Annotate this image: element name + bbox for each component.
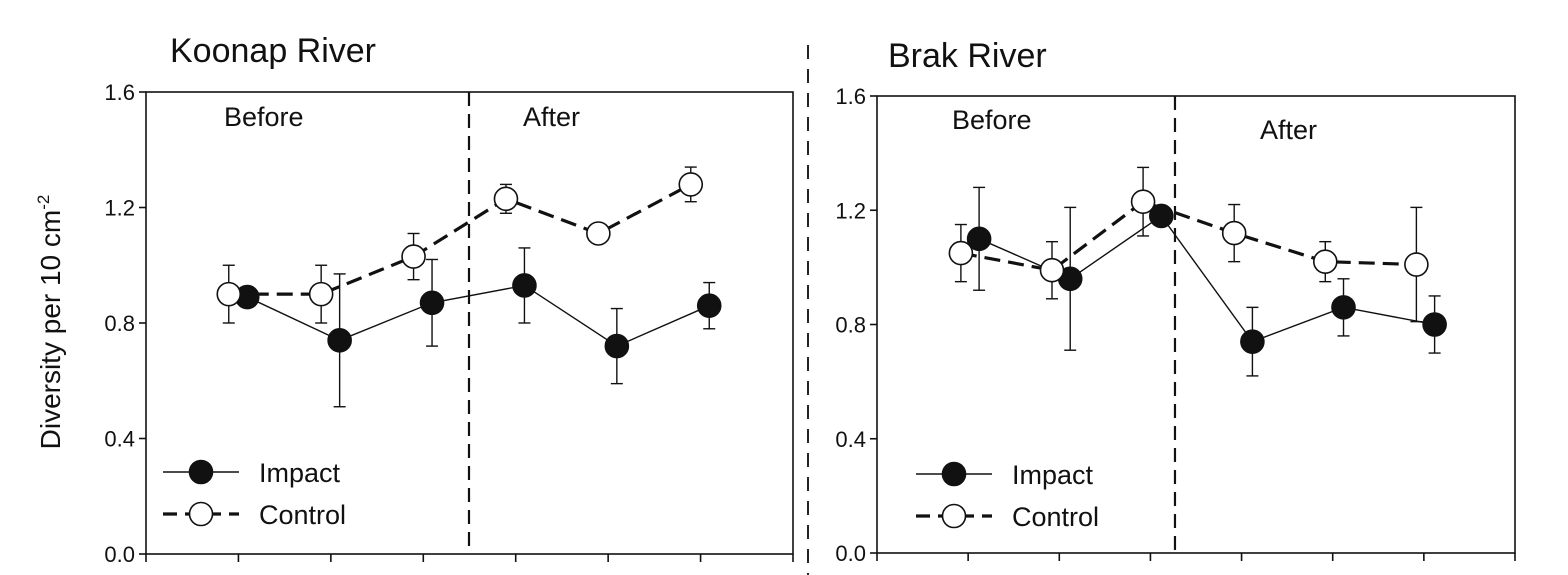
y-tick-label: 0.0 <box>104 542 135 567</box>
legend-label-impact: Impact <box>259 458 341 488</box>
data-point-impact <box>419 290 445 316</box>
y-tick-label: 0.4 <box>104 427 135 452</box>
y-tick-labels: 0.0 0.4 0.8 1.2 1.6 <box>835 84 866 566</box>
legend-marker-control <box>941 503 967 529</box>
data-point-impact <box>1240 329 1265 354</box>
data-point-control <box>308 281 334 307</box>
plot-frame <box>876 95 1516 554</box>
legend: Impact Control <box>163 458 346 530</box>
y-axis-label: Diversity per 10 cm-2 <box>34 195 66 450</box>
chart-title: Koonap River <box>170 32 376 70</box>
panel-brak-river: Brak River 0.0 0.4 0.8 1.2 1.6 Before Af… <box>835 37 1516 566</box>
y-tick-label: 1.2 <box>104 196 135 221</box>
phase-label-after: After <box>1260 115 1317 145</box>
data-point-control <box>678 172 704 197</box>
data-point-control <box>1312 249 1338 274</box>
data-point-control <box>1130 189 1156 214</box>
data-point-control <box>948 240 974 266</box>
phase-label-before: Before <box>952 105 1032 135</box>
data-point-impact <box>512 273 537 298</box>
y-tick-label: 0.0 <box>835 541 866 566</box>
data-point-control <box>216 281 242 307</box>
series-line-control <box>228 182 692 296</box>
data-point-impact <box>604 333 630 359</box>
legend-marker-control <box>188 501 214 527</box>
data-point-control <box>1221 220 1247 246</box>
data-point-impact <box>966 226 992 252</box>
series-line-control <box>960 199 1417 272</box>
legend-label-control: Control <box>259 500 346 530</box>
phase-label-after: After <box>523 102 580 132</box>
series-line-impact <box>246 284 710 347</box>
data-point-impact <box>1331 295 1356 320</box>
data-point-control <box>401 244 426 269</box>
y-tick-label: 0.4 <box>835 427 866 452</box>
data-point-control <box>586 221 611 246</box>
y-tick-label: 1.2 <box>835 198 866 223</box>
phase-label-before: Before <box>224 102 304 132</box>
legend-label-control: Control <box>1012 502 1099 532</box>
y-axis-label-exponent: -2 <box>34 195 53 210</box>
y-tick-label: 0.8 <box>104 311 135 336</box>
legend: Impact Control <box>916 460 1099 532</box>
data-point-control <box>1404 252 1429 277</box>
legend-marker-impact <box>188 459 214 485</box>
data-point-impact <box>696 293 722 318</box>
y-tick-label: 1.6 <box>104 80 135 105</box>
y-tick-labels: 0.0 0.4 0.8 1.2 1.6 <box>104 80 135 567</box>
panel-koonap-river: Koonap River 0.0 0.4 0.8 1.2 1.6 Before … <box>104 32 794 567</box>
data-point-impact <box>327 328 352 353</box>
legend-label-impact: Impact <box>1012 460 1094 490</box>
y-tick-label: 1.6 <box>835 84 866 109</box>
y-axis-label-main: Diversity per 10 cm <box>35 210 66 450</box>
data-point-control <box>493 186 519 212</box>
data-point-impact <box>1422 312 1447 337</box>
series-group <box>216 166 722 408</box>
chart-title: Brak River <box>888 37 1047 75</box>
data-point-impact <box>1149 203 1174 229</box>
data-point-control <box>1039 257 1065 283</box>
series-group <box>948 166 1447 377</box>
y-tick-label: 0.8 <box>835 313 866 338</box>
legend-marker-impact <box>941 461 967 487</box>
